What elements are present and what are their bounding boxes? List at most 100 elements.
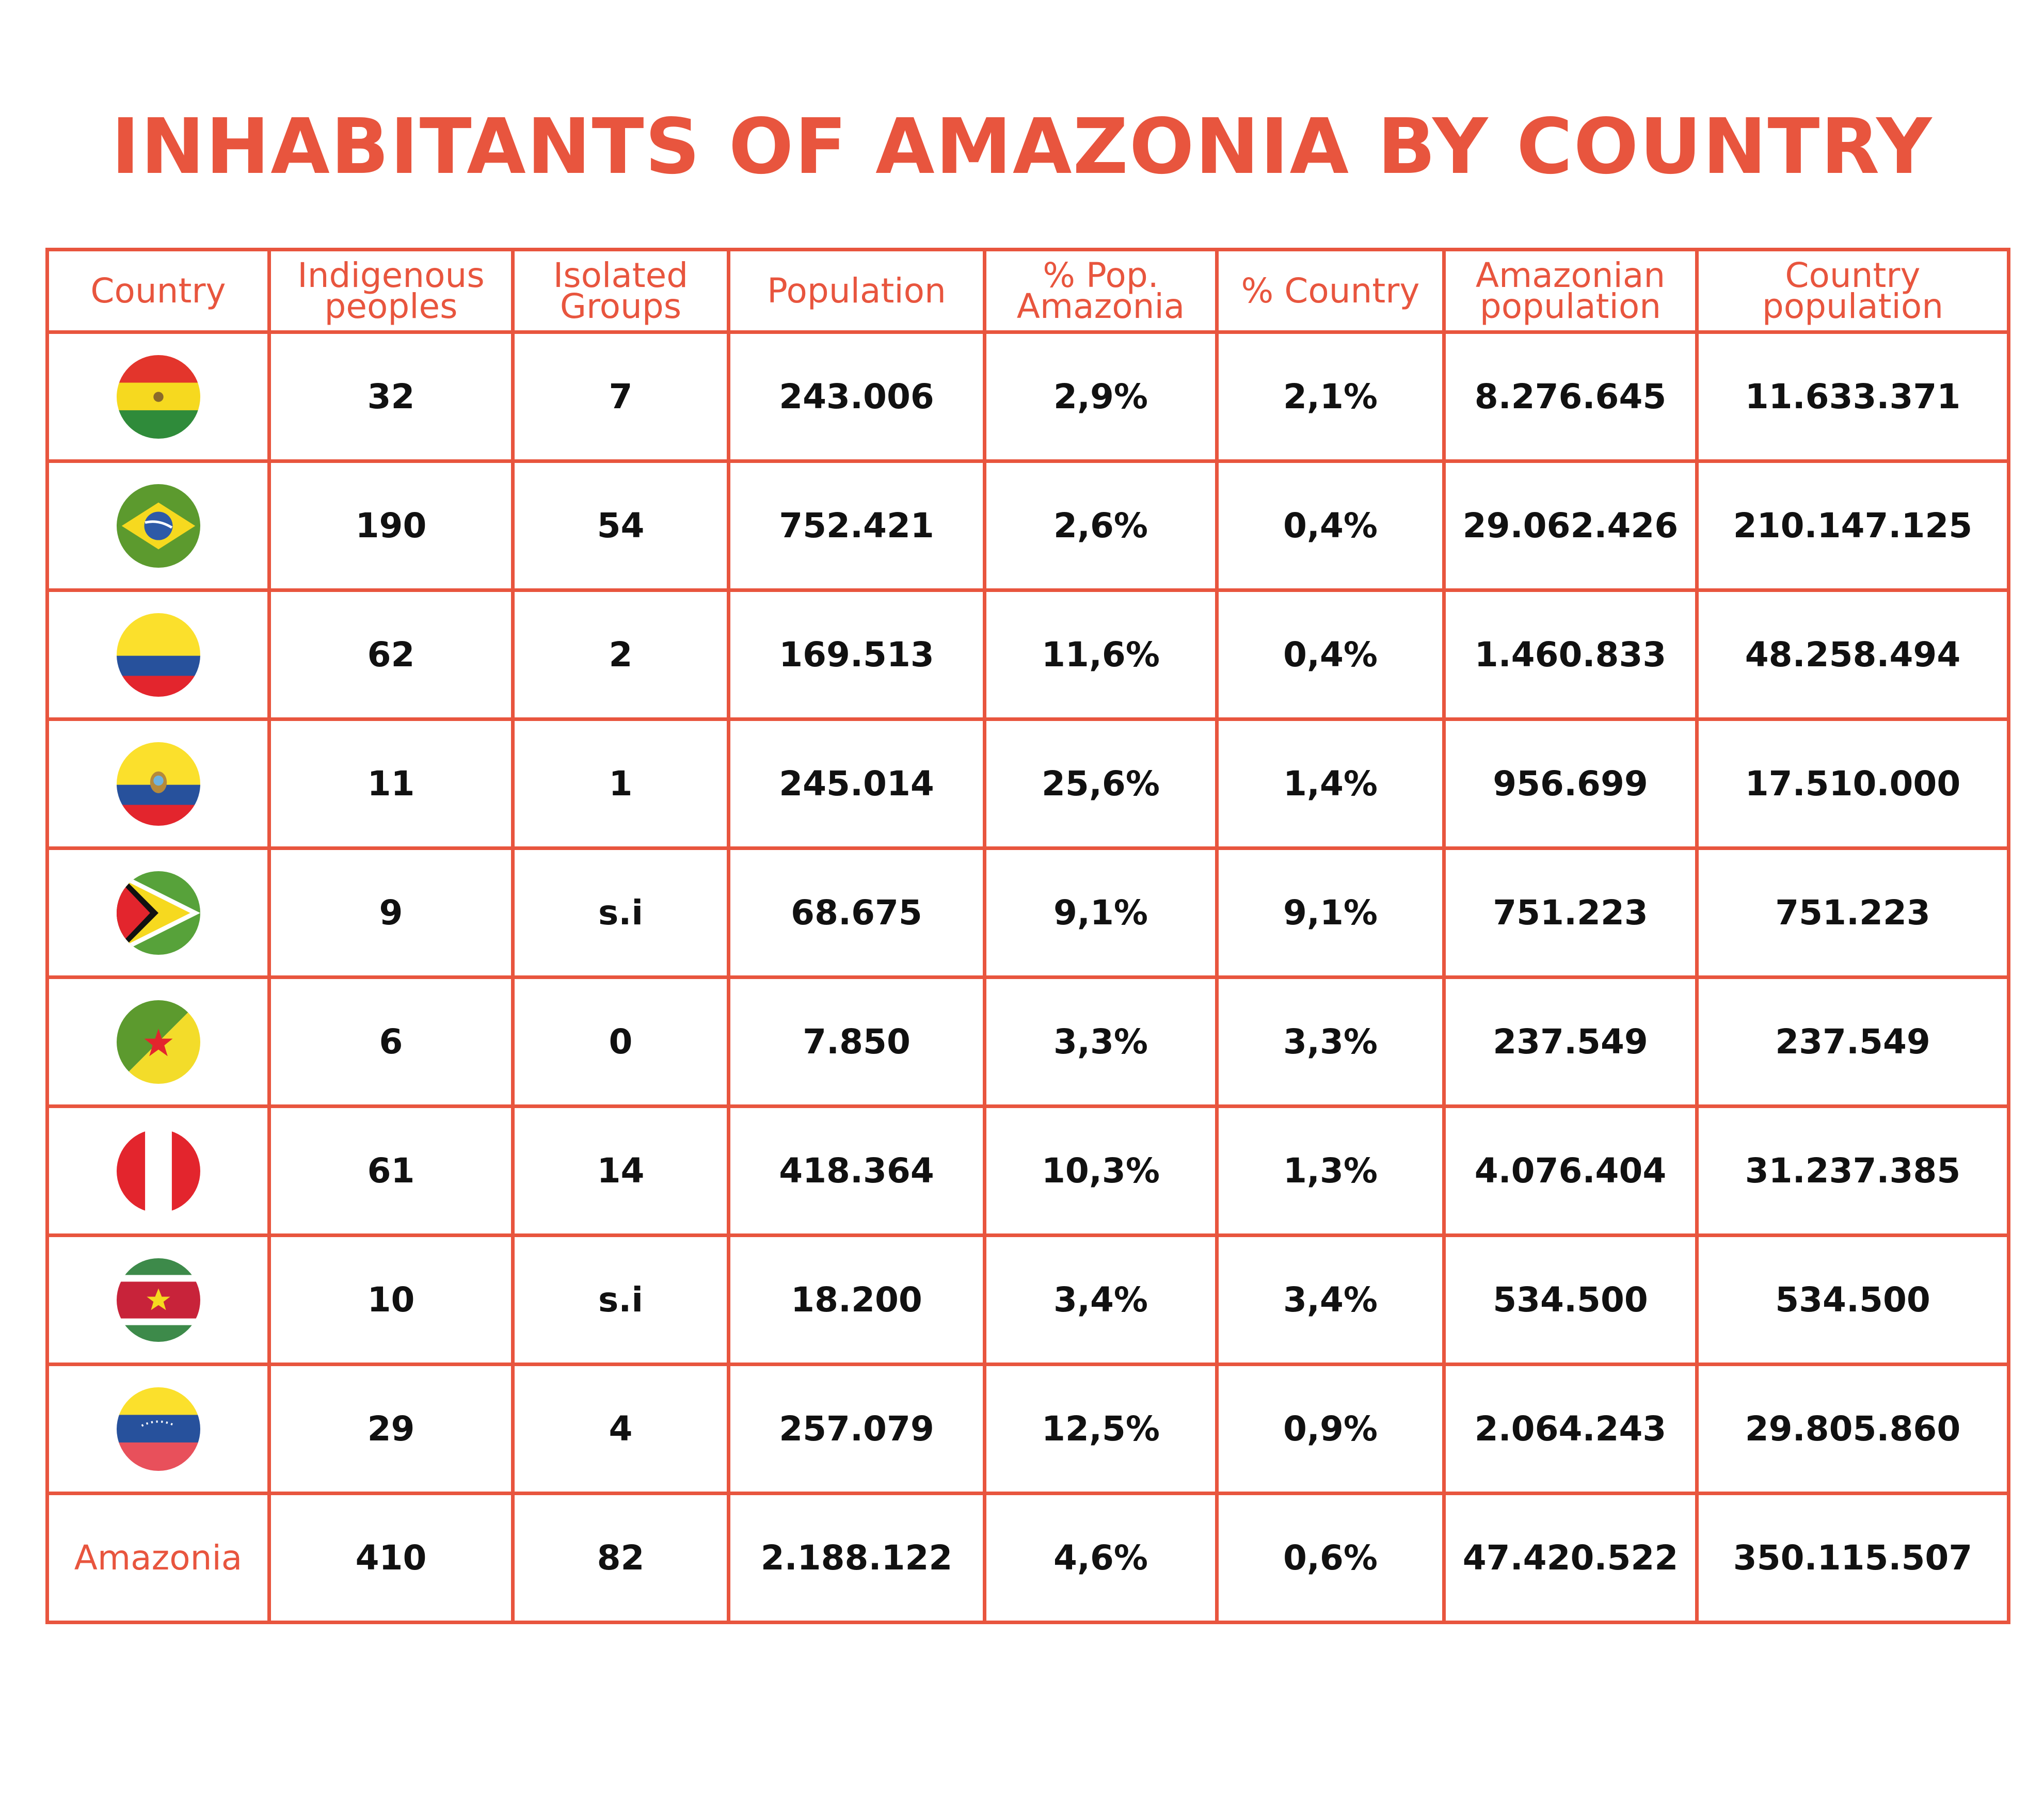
header-country-population: Country population	[1695, 248, 2010, 334]
total-label: Amazonia	[45, 1492, 271, 1624]
amazonian-pop-cell: 534.500	[1442, 1233, 1699, 1366]
peru-flag-icon	[116, 1129, 200, 1213]
isolated-cell: 4	[511, 1363, 730, 1495]
total-country-pop: 350.115.507	[1695, 1492, 2010, 1624]
pct-amazonia-cell: 9,1%	[983, 846, 1219, 979]
indigenous-cell: 32	[267, 330, 515, 463]
header-pct-pop-amazonia: % Pop. Amazonia	[983, 248, 1219, 334]
colombia-flag-icon	[116, 613, 200, 697]
pct-country-cell: 1,4%	[1215, 717, 1446, 850]
chart-title: INHABITANTS OF AMAZONIA BY COUNTRY	[111, 102, 1933, 191]
flag-cell	[45, 588, 271, 721]
isolated-cell: s.i	[511, 1233, 730, 1366]
indigenous-cell: 29	[267, 1363, 515, 1495]
amazonian-pop-cell: 1.460.833	[1442, 588, 1699, 721]
header-row: Country Indigenous peoples Isolated Grou…	[45, 248, 2010, 334]
amazonian-pop-cell: 2.064.243	[1442, 1363, 1699, 1495]
population-cell: 245.014	[727, 717, 986, 850]
ecuador-flag-icon	[116, 742, 200, 826]
pct-amazonia-cell: 2,9%	[983, 330, 1219, 463]
flag-cell	[45, 1104, 271, 1237]
table-row: 61 14 418.364 10,3% 1,3% 4.076.404 31.237.385	[45, 1104, 2010, 1237]
header-country: Country	[45, 248, 271, 334]
total-pct-amazonia: 4,6%	[983, 1492, 1219, 1624]
isolated-cell: 54	[511, 459, 730, 592]
population-cell: 243.006	[727, 330, 986, 463]
population-cell: 257.079	[727, 1363, 986, 1495]
population-cell: 752.421	[727, 459, 986, 592]
pct-country-cell: 3,3%	[1215, 975, 1446, 1108]
total-isolated: 82	[511, 1492, 730, 1624]
total-row: Amazonia 410 82 2.188.122 4,6% 0,6% 47.4…	[45, 1492, 2010, 1624]
country-pop-cell: 237.549	[1695, 975, 2010, 1108]
indigenous-cell: 9	[267, 846, 515, 979]
flag-cell	[45, 975, 271, 1108]
amazonian-pop-cell: 237.549	[1442, 975, 1699, 1108]
isolated-cell: 0	[511, 975, 730, 1108]
isolated-cell: s.i	[511, 846, 730, 979]
pct-country-cell: 0,9%	[1215, 1363, 1446, 1495]
pct-country-cell: 1,3%	[1215, 1104, 1446, 1237]
brazil-flag-icon	[116, 484, 200, 568]
table-row: 11 1 245.014 25,6% 1,4% 956.699 17.510.000	[45, 717, 2010, 850]
total-population: 2.188.122	[727, 1492, 986, 1624]
table-row: 62 2 169.513 11,6% 0,4% 1.460.833 48.258.494	[45, 588, 2010, 721]
header-pct-country: % Country	[1215, 248, 1446, 334]
pct-country-cell: 9,1%	[1215, 846, 1446, 979]
amazonian-pop-cell: 751.223	[1442, 846, 1699, 979]
flag-cell	[45, 717, 271, 850]
pct-amazonia-cell: 3,4%	[983, 1233, 1219, 1366]
amazonian-pop-cell: 4.076.404	[1442, 1104, 1699, 1237]
isolated-cell: 1	[511, 717, 730, 850]
table-row: 32 7 243.006 2,9% 2,1% 8.276.645 11.633.371	[45, 330, 2010, 463]
country-pop-cell: 534.500	[1695, 1233, 2010, 1366]
total-pct-country: 0,6%	[1215, 1492, 1446, 1624]
population-cell: 68.675	[727, 846, 986, 979]
header-indigenous-peoples: Indigenous peoples	[267, 248, 515, 334]
pct-amazonia-cell: 12,5%	[983, 1363, 1219, 1495]
table-row: 190 54 752.421 2,6% 0,4% 29.062.426 210.147.12…	[45, 459, 2010, 592]
indigenous-cell: 11	[267, 717, 515, 850]
population-cell: 18.200	[727, 1233, 986, 1366]
amazonian-pop-cell: 956.699	[1442, 717, 1699, 850]
indigenous-cell: 61	[267, 1104, 515, 1237]
flag-cell	[45, 1363, 271, 1495]
country-pop-cell: 17.510.000	[1695, 717, 2010, 850]
french-guiana-flag-icon	[116, 1000, 200, 1084]
table-row: 10 s.i 18.200 3,4% 3,4% 534.500 534.500	[45, 1233, 2010, 1366]
population-cell: 418.364	[727, 1104, 986, 1237]
isolated-cell: 2	[511, 588, 730, 721]
amazonian-pop-cell: 29.062.426	[1442, 459, 1699, 592]
country-pop-cell: 29.805.860	[1695, 1363, 2010, 1495]
table-row: 6 0 7.850 3,3% 3,3% 237.549 237.549	[45, 975, 2010, 1108]
data-table: Country Indigenous peoples Isolated Grou…	[45, 248, 2010, 1624]
indigenous-cell: 10	[267, 1233, 515, 1366]
population-cell: 7.850	[727, 975, 986, 1108]
header-population: Population	[727, 248, 986, 334]
suriname-flag-icon	[116, 1258, 200, 1342]
pct-country-cell: 0,4%	[1215, 459, 1446, 592]
bolivia-flag-icon	[116, 355, 200, 439]
header-isolated-groups: Isolated Groups	[511, 248, 730, 334]
guyana-flag-icon	[116, 871, 200, 955]
pct-amazonia-cell: 25,6%	[983, 717, 1219, 850]
pct-country-cell: 0,4%	[1215, 588, 1446, 721]
flag-cell	[45, 330, 271, 463]
pct-amazonia-cell: 10,3%	[983, 1104, 1219, 1237]
flag-cell	[45, 459, 271, 592]
total-amazonian-pop: 47.420.522	[1442, 1492, 1699, 1624]
isolated-cell: 14	[511, 1104, 730, 1237]
pct-country-cell: 3,4%	[1215, 1233, 1446, 1366]
venezuela-flag-icon	[116, 1387, 200, 1471]
pct-amazonia-cell: 3,3%	[983, 975, 1219, 1108]
table-row: 9 s.i 68.675 9,1% 9,1% 751.223 751.223	[45, 846, 2010, 979]
indigenous-cell: 190	[267, 459, 515, 592]
isolated-cell: 7	[511, 330, 730, 463]
flag-cell	[45, 846, 271, 979]
country-pop-cell: 48.258.494	[1695, 588, 2010, 721]
indigenous-cell: 62	[267, 588, 515, 721]
pct-amazonia-cell: 11,6%	[983, 588, 1219, 721]
country-pop-cell: 31.237.385	[1695, 1104, 2010, 1237]
indigenous-cell: 6	[267, 975, 515, 1108]
table-row: 29 4 257.079 12,5% 0,9% 2.064.243 29.805.860	[45, 1363, 2010, 1495]
